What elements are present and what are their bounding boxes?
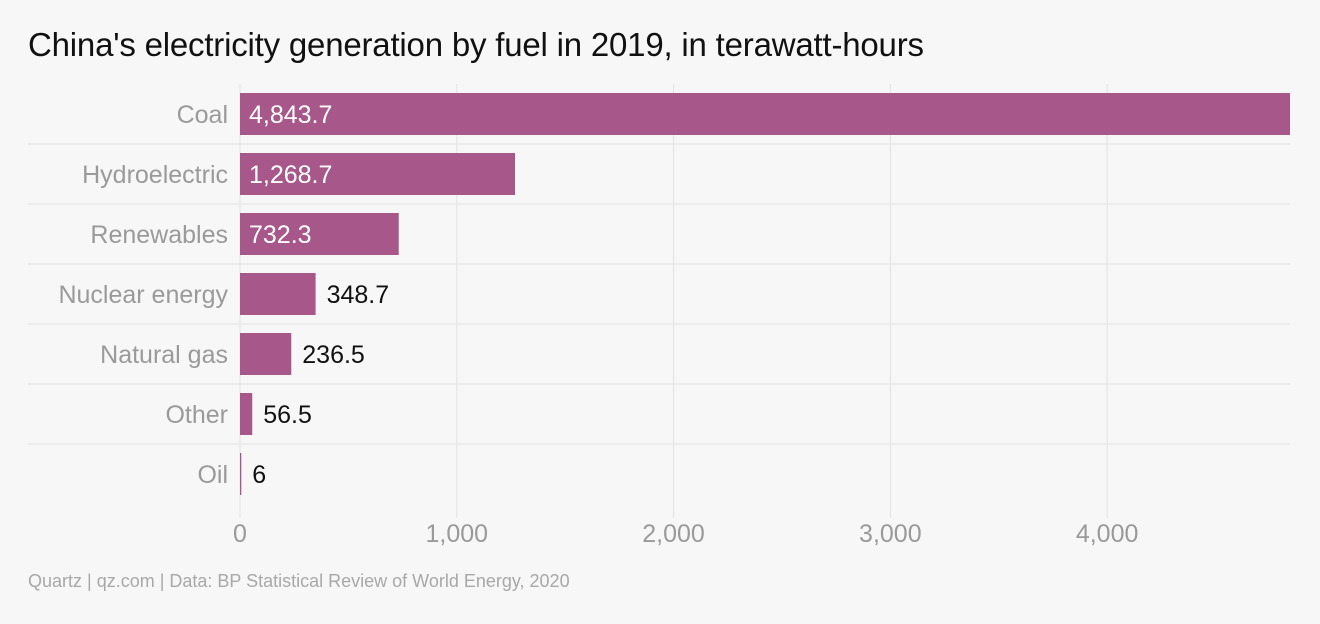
value-label: 6 — [252, 461, 266, 489]
chart-title: China's electricity generation by fuel i… — [28, 26, 924, 63]
value-label: 348.7 — [327, 281, 390, 309]
category-label: Oil — [197, 461, 228, 489]
value-label: 4,843.7 — [249, 101, 332, 129]
x-tick-label: 0 — [233, 520, 247, 548]
value-label: 732.3 — [249, 221, 312, 249]
bar — [240, 453, 242, 495]
bar — [240, 213, 399, 255]
source-note: Quartz | qz.com | Data: BP Statistical R… — [28, 571, 570, 591]
x-tick-label: 1,000 — [425, 520, 488, 548]
bar — [240, 93, 1290, 135]
labels: 0 1,000 2,000 3,000 4,000 Coal 4,843.7 Hydroele… — [58, 101, 1138, 548]
bar — [240, 333, 292, 375]
category-label: Other — [165, 401, 228, 429]
bars — [240, 93, 1290, 495]
category-label: Hydroelectric — [82, 161, 228, 189]
category-label: Renewables — [90, 221, 228, 249]
x-tick-label: 2,000 — [642, 520, 705, 548]
bar — [240, 273, 316, 315]
value-label: 56.5 — [263, 401, 312, 429]
category-label: Natural gas — [100, 341, 228, 369]
category-label: Coal — [177, 101, 228, 129]
x-tick-label: 3,000 — [859, 520, 922, 548]
value-label: 1,268.7 — [249, 161, 332, 189]
gridlines — [28, 84, 1290, 518]
bar — [240, 153, 516, 195]
x-tick-label: 4,000 — [1076, 520, 1139, 548]
bar — [240, 393, 253, 435]
category-label: Nuclear energy — [58, 281, 228, 309]
value-label: 236.5 — [302, 341, 365, 369]
